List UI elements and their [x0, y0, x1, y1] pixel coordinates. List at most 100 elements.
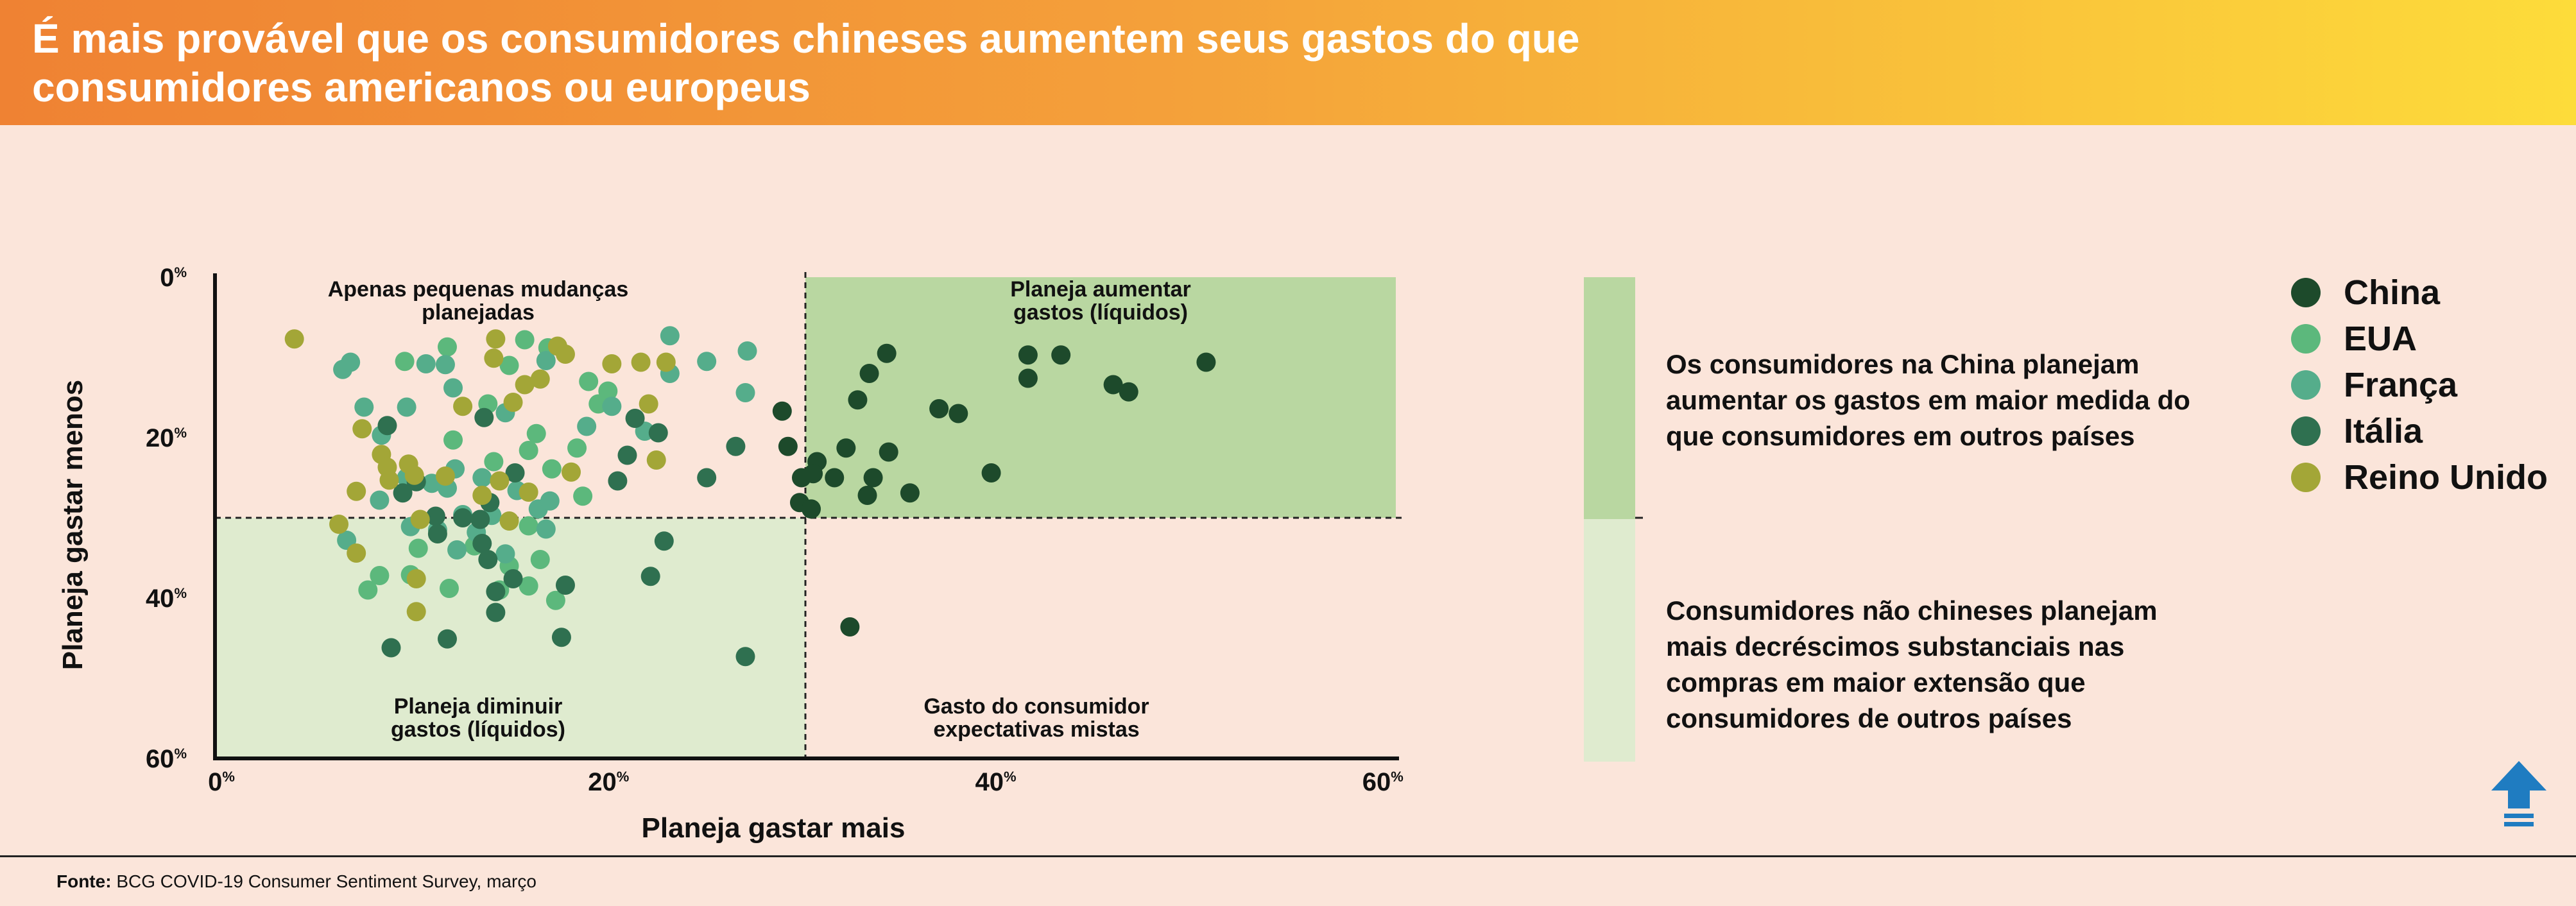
quadrant-label-bottom-left-1: gastos (líquidos): [391, 717, 565, 742]
point-eua-2: [515, 330, 535, 350]
point-eua-13: [484, 452, 504, 472]
point-reino-unido-31: [379, 470, 399, 490]
point-italia-3: [427, 524, 447, 543]
point-italia-16: [648, 423, 668, 443]
point-reino-unido-30: [406, 602, 426, 622]
point-eua-26: [358, 580, 378, 600]
point-china-6: [1103, 375, 1123, 395]
point-reino-unido-28: [347, 543, 366, 563]
quadrant-label-top-left-0: Apenas pequenas mudanças: [328, 277, 629, 302]
quadrant-label-bottom-right-1: expectativas mistas: [933, 717, 1139, 742]
point-china-11: [772, 401, 792, 421]
legend-dot-china: [2291, 278, 2321, 307]
quadrant-label-bottom-right-0: Gasto do consumidor: [923, 694, 1149, 719]
point-china-22: [900, 483, 920, 503]
point-eua-10: [567, 438, 587, 458]
point-reino-unido-22: [646, 450, 666, 470]
point-reino-unido-19: [490, 471, 510, 491]
point-italia-0: [377, 416, 397, 436]
point-china-14: [879, 442, 898, 462]
up-arrow-icon: [2491, 761, 2546, 826]
point-china-25: [840, 617, 860, 637]
y-tick-label-1: 20%: [146, 424, 187, 452]
point-italia-20: [654, 531, 674, 551]
x-tick-unit-0: %: [222, 769, 235, 785]
point-china-21: [857, 486, 877, 505]
point-eua-5: [579, 372, 599, 391]
y-tick-unit-0: %: [174, 264, 187, 280]
point-china-2: [1051, 345, 1071, 365]
legend: China EUA França Itália Reino Unido: [2291, 269, 2548, 500]
point-reino-unido-6: [631, 352, 651, 372]
legend-dot-italia: [2291, 416, 2321, 446]
point-eua-20: [370, 566, 390, 585]
y-tick-unit-1: %: [174, 425, 187, 441]
quadrant-label-top-right-0: Planeja aumentar: [1010, 277, 1191, 302]
point-italia-24: [625, 409, 645, 428]
legend-dot-eua: [2291, 324, 2321, 354]
point-eua-14: [443, 430, 463, 450]
legend-label-china: China: [2344, 273, 2441, 312]
point-china-10: [949, 404, 968, 423]
x-tick-unit-1: %: [617, 769, 630, 785]
point-eua-1: [437, 337, 457, 357]
point-reino-unido-7: [656, 352, 676, 372]
point-italia-6: [478, 550, 498, 569]
source-text: BCG COVID-19 Consumer Sentiment Survey, …: [116, 871, 537, 891]
quadrant-label-top-left-1: planejadas: [422, 300, 535, 325]
footer-divider: [0, 855, 2576, 857]
x-tick-label-0: 0%: [208, 768, 235, 796]
quadrant-increase: [805, 277, 1396, 518]
point-franca-26: [540, 491, 560, 511]
point-italia-17: [697, 468, 717, 488]
point-franca-2: [416, 354, 436, 373]
point-italia-13: [381, 638, 401, 658]
point-franca-7: [397, 397, 416, 417]
x-tick-label-1: 20%: [588, 768, 629, 796]
point-franca-12: [697, 352, 717, 372]
x-tick-unit-3: %: [1391, 769, 1404, 785]
source-note: Fonte: BCG COVID-19 Consumer Sentiment S…: [56, 871, 537, 892]
point-franca-17: [577, 416, 597, 436]
point-china-17: [825, 468, 845, 488]
point-italia-15: [608, 471, 628, 491]
note-band-increase: [1584, 277, 1635, 519]
note-non-china-decrease: Consumidores não chineses planejam mais …: [1666, 595, 2158, 733]
point-italia-12: [437, 629, 457, 649]
point-reino-unido-20: [519, 483, 538, 502]
y-tick-label-0: 0%: [160, 264, 187, 292]
quadrant-label-bottom-left-0: Planeja diminuir: [394, 694, 563, 719]
point-eua-4: [499, 355, 519, 375]
legend-item-china: China: [2291, 269, 2548, 316]
point-china-3: [1196, 352, 1216, 372]
legend-item-eua: EUA: [2291, 316, 2548, 362]
point-italia-18: [726, 436, 746, 456]
point-reino-unido-3: [555, 345, 575, 364]
point-franca-13: [735, 383, 755, 402]
point-franca-5: [443, 378, 463, 398]
point-eua-16: [519, 516, 538, 536]
point-reino-unido-23: [347, 481, 366, 501]
y-tick-label-3: 60%: [146, 745, 187, 773]
point-china-7: [1119, 382, 1138, 402]
y-axis-label: Planeja gastar menos: [57, 380, 89, 670]
point-reino-unido-18: [435, 466, 455, 486]
point-franca-9: [602, 397, 622, 416]
point-franca-35: [536, 519, 556, 539]
point-franca-6: [354, 397, 374, 417]
point-italia-10: [486, 603, 506, 622]
legend-label-franca: França: [2344, 366, 2458, 404]
scroll-top-button[interactable]: [2490, 761, 2548, 832]
point-italia-21: [735, 647, 755, 667]
legend-label-italia: Itália: [2344, 412, 2423, 450]
point-franca-33: [495, 544, 515, 564]
point-italia-5: [472, 534, 492, 553]
point-china-5: [1018, 368, 1038, 388]
point-italia-14: [617, 445, 637, 465]
source-label: Fonte:: [56, 871, 112, 891]
point-reino-unido-25: [410, 509, 430, 529]
point-reino-unido-11: [453, 397, 473, 416]
point-china-24: [802, 499, 821, 519]
point-china-20: [981, 463, 1001, 483]
